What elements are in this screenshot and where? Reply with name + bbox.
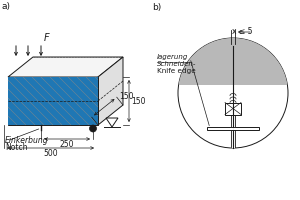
Text: a): a) bbox=[2, 2, 11, 11]
Text: 150: 150 bbox=[119, 92, 133, 101]
Bar bbox=[231, 130, 235, 148]
Text: Knife edge: Knife edge bbox=[157, 68, 196, 74]
Polygon shape bbox=[8, 77, 98, 125]
Polygon shape bbox=[8, 57, 123, 77]
Text: F: F bbox=[44, 33, 50, 43]
Text: 150: 150 bbox=[131, 97, 146, 106]
Bar bbox=[231, 114, 235, 127]
Bar bbox=[207, 127, 259, 130]
Text: Schneiden-: Schneiden- bbox=[157, 61, 196, 67]
Polygon shape bbox=[98, 57, 123, 125]
Text: 250: 250 bbox=[60, 140, 74, 149]
Circle shape bbox=[89, 125, 97, 132]
Text: x ≤ 5: x ≤ 5 bbox=[232, 27, 253, 36]
Text: 500: 500 bbox=[43, 149, 58, 158]
Polygon shape bbox=[106, 118, 118, 127]
Text: Notch: Notch bbox=[5, 143, 28, 152]
Text: lagerung: lagerung bbox=[157, 54, 188, 60]
Circle shape bbox=[178, 38, 288, 148]
Bar bbox=[225, 102, 241, 114]
Polygon shape bbox=[8, 77, 98, 125]
Text: b): b) bbox=[152, 3, 161, 12]
Polygon shape bbox=[179, 38, 287, 85]
Text: Einkerbung: Einkerbung bbox=[5, 136, 49, 145]
